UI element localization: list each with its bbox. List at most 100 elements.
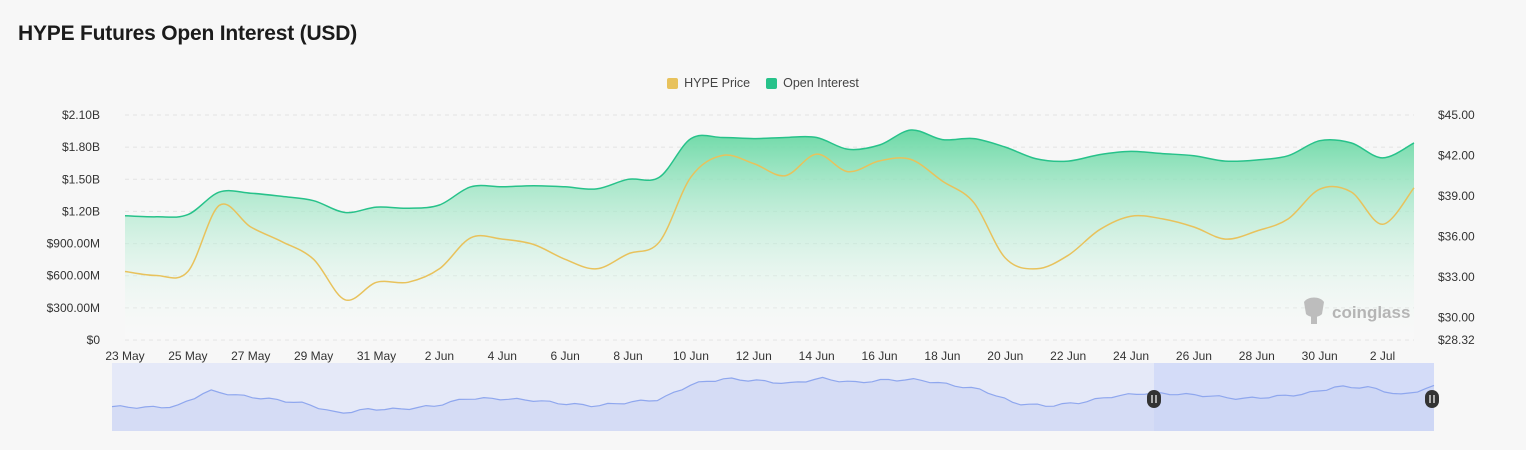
- price-point: [217, 203, 221, 207]
- open-interest-point: [1223, 159, 1227, 163]
- price-point: [595, 267, 599, 271]
- x-tick-label: 6 Jun: [550, 349, 579, 363]
- open-interest-point: [154, 215, 158, 219]
- open-interest-point: [312, 199, 316, 203]
- price-point: [1381, 222, 1385, 226]
- y-right-tick-label: $30.00: [1438, 310, 1475, 324]
- price-line-path: [124, 153, 1415, 302]
- navigator-line: [111, 376, 1435, 414]
- open-interest-fill: [125, 129, 1414, 340]
- y-left-tick-label: $1.80B: [62, 140, 100, 154]
- y-axis-right: $28.32 $30.00 $33.00 $36.00 $39.00 $42.00 $45.…: [1438, 108, 1475, 347]
- open-interest-point: [532, 184, 536, 188]
- y-right-tick-label: $33.00: [1438, 270, 1475, 284]
- open-interest-point: [1349, 141, 1353, 145]
- price-point: [909, 158, 913, 162]
- y-right-tick-label: $42.00: [1438, 148, 1475, 162]
- x-tick-label: 30 Jun: [1302, 349, 1338, 363]
- price-point: [940, 179, 944, 183]
- open-interest-point: [280, 194, 284, 198]
- price-point: [1066, 253, 1070, 257]
- open-interest-point: [1381, 156, 1385, 160]
- x-tick-label: 12 Jun: [736, 349, 772, 363]
- y-axis-left: $0 $300.00M $600.00M $900.00M $1.20B $1.50B $1…: [47, 108, 101, 347]
- x-tick-label: 2 Jun: [425, 349, 454, 363]
- price-point: [846, 170, 850, 174]
- price-point: [186, 269, 190, 273]
- open-interest-point: [1003, 145, 1007, 149]
- legend-item-oi[interactable]: Open Interest: [766, 76, 859, 90]
- y-left-tick-label: $600.00M: [47, 269, 100, 283]
- legend-label-price: HYPE Price: [684, 76, 751, 90]
- navigator-area: [112, 377, 1434, 431]
- y-right-tick-label: $45.00: [1438, 108, 1475, 122]
- price-point: [1318, 187, 1322, 191]
- watermark-text: coinglass: [1332, 303, 1410, 322]
- navigator-handle-right[interactable]: [1425, 390, 1439, 408]
- price-point: [437, 267, 441, 271]
- open-interest-point: [720, 136, 724, 140]
- open-interest-point: [972, 137, 976, 141]
- open-interest-point: [657, 175, 661, 179]
- x-tick-label: 31 May: [357, 349, 396, 363]
- y-left-tick-label: $300.00M: [47, 301, 100, 315]
- price-point: [815, 152, 819, 156]
- y-left-tick-label: $1.50B: [62, 172, 100, 186]
- price-point: [972, 201, 976, 205]
- x-tick-label: 10 Jun: [673, 349, 709, 363]
- x-tick-label: 16 Jun: [862, 349, 898, 363]
- y-left-tick-label: $2.10B: [62, 108, 100, 122]
- y-left-tick-label: $900.00M: [47, 237, 100, 251]
- x-axis: 23 May 25 May 27 May 29 May 31 May 2 Jun 4 Jun…: [105, 349, 1395, 363]
- price-point: [312, 257, 316, 261]
- open-interest-point: [1035, 157, 1039, 161]
- x-tick-label: 8 Jun: [613, 349, 642, 363]
- x-tick-label: 24 Jun: [1113, 349, 1149, 363]
- open-interest-point: [878, 143, 882, 147]
- price-point: [689, 175, 693, 179]
- x-tick-label: 23 May: [105, 349, 144, 363]
- open-interest-point: [406, 206, 410, 210]
- price-point: [1192, 225, 1196, 229]
- price-point: [1035, 267, 1039, 271]
- price-point: [1003, 256, 1007, 260]
- open-interest-point: [846, 147, 850, 151]
- price-point: [720, 153, 724, 157]
- price-point: [1412, 186, 1416, 190]
- open-interest-point: [217, 190, 221, 194]
- x-tick-label: 14 Jun: [799, 349, 835, 363]
- open-interest-point: [1066, 159, 1070, 163]
- price-point: [1160, 217, 1164, 221]
- open-interest-point: [1192, 154, 1196, 158]
- price-point: [783, 174, 787, 178]
- x-tick-label: 26 Jun: [1176, 349, 1212, 363]
- open-interest-point: [1129, 149, 1133, 153]
- open-interest-point: [249, 191, 253, 195]
- price-point: [500, 237, 504, 241]
- price-point: [563, 257, 567, 261]
- x-tick-label: 20 Jun: [987, 349, 1023, 363]
- open-interest-point: [689, 137, 693, 141]
- open-interest-point: [500, 185, 504, 189]
- price-point: [878, 159, 882, 163]
- open-interest-point: [437, 203, 441, 207]
- price-point: [469, 236, 473, 240]
- y-right-tick-label: $36.00: [1438, 229, 1475, 243]
- price-point: [343, 298, 347, 302]
- open-interest-point: [595, 187, 599, 191]
- x-tick-label: 22 Jun: [1050, 349, 1086, 363]
- navigator-handle-left[interactable]: [1147, 390, 1161, 408]
- coinglass-logo-icon: [1304, 297, 1324, 324]
- legend-item-price[interactable]: HYPE Price: [667, 76, 750, 90]
- open-interest-point: [1255, 158, 1259, 162]
- open-interest-point: [343, 211, 347, 215]
- range-navigator[interactable]: [111, 363, 1439, 431]
- open-interest-point: [752, 137, 756, 141]
- legend-swatch-oi: [766, 77, 778, 89]
- x-tick-label: 25 May: [168, 349, 207, 363]
- open-interest-point: [1412, 141, 1416, 145]
- x-tick-label: 4 Jun: [488, 349, 517, 363]
- price-point: [752, 162, 756, 166]
- open-interest-line: [124, 129, 1415, 218]
